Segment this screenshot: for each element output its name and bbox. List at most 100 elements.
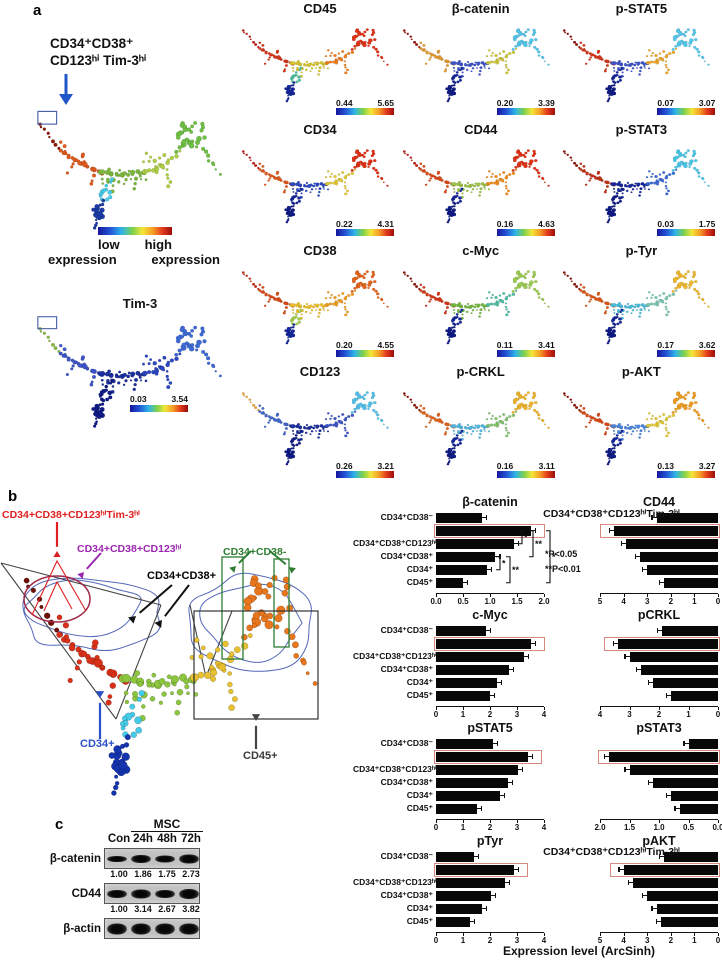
blot-value: 1.00: [110, 869, 128, 879]
bar-pSTAT3-2: [629, 765, 718, 775]
category-label: CD34⁺CD38⁺CD123ʰⁱ: [353, 764, 437, 774]
error-bar-cap: [508, 880, 510, 886]
chart-axis-β-catenin: 0.0 0.5 1.0 1.5 2.0: [430, 593, 550, 606]
annotation-tim3hi-population: CD34+CD38+CD123ʰⁱTim-3ʰⁱ: [2, 509, 140, 521]
bar-β-catenin-2: [436, 539, 515, 549]
spade-tree-plot: [241, 149, 389, 224]
tick-mark: [718, 594, 719, 597]
bar-pSTAT5-4: [436, 791, 500, 801]
tick-mark: [517, 820, 518, 823]
bar-c-Myc-5: [436, 691, 490, 701]
error-bar: [659, 856, 664, 858]
panel-b-label: b: [8, 488, 18, 505]
scale-labels: 0.44 5.65: [336, 98, 394, 108]
bar-row: [600, 804, 718, 814]
tree-title: CD45: [303, 1, 337, 16]
highlight-box: [600, 523, 720, 538]
chart-title-c-Myc: c-Myc: [472, 608, 508, 622]
tree-scale: 0.20 3.39: [496, 98, 555, 115]
tick-label: 0.5: [457, 596, 469, 606]
scale-min: 0.26: [336, 460, 353, 471]
bar-pCRKL-1: [617, 639, 718, 649]
error-bar: [508, 669, 513, 671]
tick-mark: [600, 594, 601, 597]
legend-low: low: [98, 237, 120, 252]
bar-pCRKL-5: [670, 691, 718, 701]
bar-c-Myc-3: [436, 665, 509, 675]
tick-mark: [463, 820, 464, 823]
tree-cell-CD44: CD44 0.16 4.63: [401, 122, 561, 243]
scale-colorbar: [130, 404, 188, 412]
blot-value: 2.67: [158, 904, 176, 914]
chart-plot-CD44: [600, 513, 720, 593]
scale-min: 0.16: [496, 460, 514, 471]
error-bar: [643, 895, 648, 897]
bar-row: [436, 513, 544, 523]
error-bar-cap: [499, 554, 501, 560]
error-bar: [637, 669, 642, 671]
blot-band: [131, 889, 151, 898]
bar-pSTAT5-2: [436, 765, 519, 775]
tree-title: β-catenin: [451, 1, 510, 16]
scale-max: 3.41: [538, 339, 555, 350]
bar-row: [436, 765, 544, 775]
category-label: CD45⁺: [406, 577, 433, 587]
tick-label: 3: [514, 822, 520, 832]
spade-tree-plot: [241, 391, 389, 466]
tick-mark: [544, 594, 545, 597]
tree-cell-p-Tyr: p-Tyr 0.17 3.62: [561, 243, 721, 364]
error-bar: [666, 795, 671, 797]
bar-row: [436, 778, 544, 788]
scale-labels: 0.26 3.21: [336, 461, 394, 471]
tick-mark: [436, 820, 437, 823]
error-bar: [622, 543, 626, 545]
scale-labels: 0.03 1.75: [657, 219, 715, 229]
scale-colorbar: [496, 471, 555, 478]
tick-label: 2: [668, 596, 674, 606]
error-bar: [619, 869, 624, 871]
bar-row: [598, 749, 720, 764]
tick-label: 1.0: [653, 822, 665, 832]
tree-scale: 0.16 4.63: [496, 218, 555, 236]
tree-cell-p-AKT: p-AKT 0.13 3.27: [561, 364, 721, 485]
bar-pAKT-1: [623, 865, 718, 875]
error-bar: [518, 769, 523, 771]
tick-mark: [544, 820, 545, 823]
blot-row-1: CD44: [48, 883, 228, 904]
tick-mark: [544, 933, 545, 936]
bar-pCRKL-0: [662, 626, 718, 636]
blot-band: [107, 855, 127, 862]
error-bar: [657, 921, 662, 923]
error-bar: [463, 582, 467, 584]
tick-label: 4: [541, 822, 547, 832]
annotation-cd34-population: CD34+: [80, 738, 115, 750]
error-bar: [659, 582, 664, 584]
annotation-cd38pos-population: CD34+CD38+: [147, 570, 217, 582]
bar-pSTAT5-1: [436, 752, 528, 762]
tick-mark: [623, 594, 625, 597]
tick-label: 0.0: [712, 822, 722, 832]
category-label: CD34⁺CD38⁻: [380, 851, 433, 861]
tree-scale: 0.13 3.27: [657, 461, 716, 478]
tick-label: 1: [460, 822, 466, 832]
tick-mark: [688, 820, 690, 823]
tick-label: 0: [433, 935, 439, 945]
tick-mark: [629, 820, 631, 823]
error-bar: [636, 556, 641, 558]
category-label: CD34⁺: [406, 564, 433, 574]
scale-min: 0.22: [336, 218, 353, 229]
tim3-tree-title: Tim-3: [122, 296, 158, 311]
scale-max: 5.65: [377, 97, 394, 108]
scale-colorbar: [657, 471, 716, 478]
bar-row: [600, 739, 718, 749]
legend-expression-1: expression: [48, 252, 117, 267]
bar-pTyr-5: [436, 917, 470, 927]
bar-c-Myc-2: [436, 652, 524, 662]
scale-max: 4.63: [538, 218, 555, 229]
blot-band: [179, 854, 199, 863]
category-label: CD34⁺CD38⁺CD123ʰⁱ: [353, 538, 437, 548]
error-bar: [487, 569, 492, 571]
lane-header: 72h: [181, 833, 201, 845]
bar-row: [600, 665, 718, 675]
blot-value: 2.73: [182, 869, 200, 879]
